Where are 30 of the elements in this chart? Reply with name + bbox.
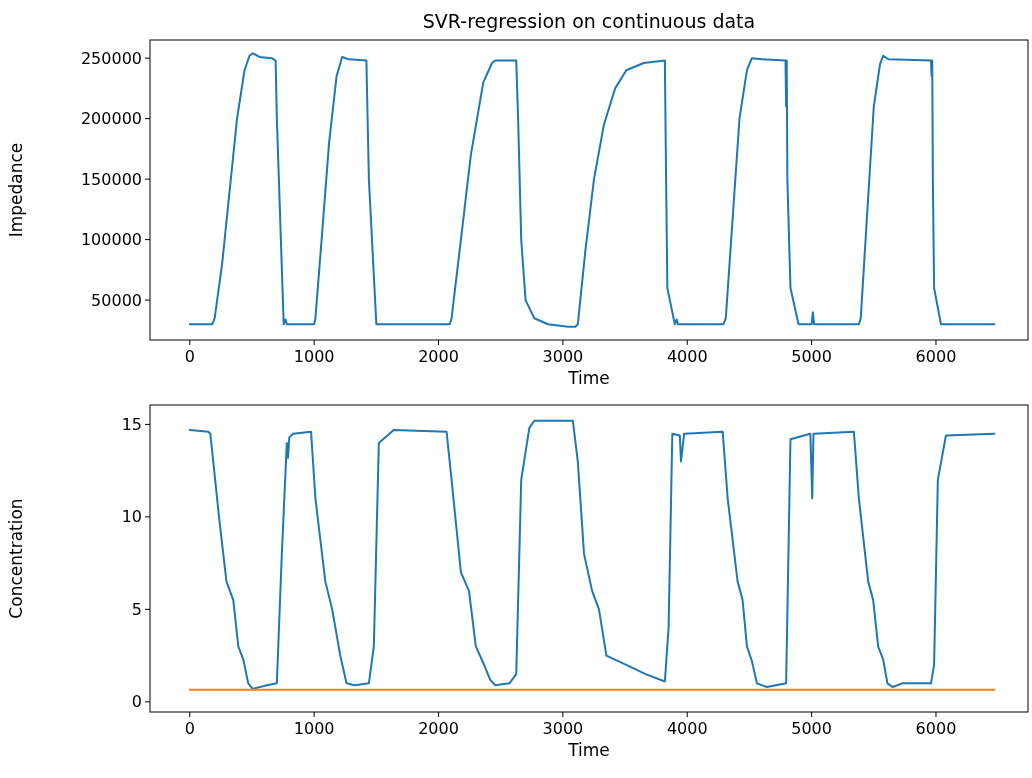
x-tick-label: 0	[184, 347, 195, 366]
y-tick-label: 250000	[80, 48, 142, 68]
x-tick-label: 1000	[293, 719, 335, 738]
x-axis-title: Time	[567, 740, 610, 760]
y-tick-label: 15	[121, 415, 142, 435]
x-axis-title: Time	[567, 368, 610, 388]
y-tick-label: 200000	[80, 109, 142, 129]
y-tick-label: 150000	[80, 169, 142, 189]
line-series	[188, 52, 996, 328]
y-tick-label: 10	[121, 507, 142, 527]
x-tick-label: 2000	[418, 719, 459, 738]
x-tick-label: 2000	[418, 347, 459, 366]
y-tick-label: 50000	[91, 290, 142, 310]
line-series	[188, 419, 996, 690]
y-axis-title: Concentration	[6, 498, 26, 619]
x-tick-label: 4000	[666, 347, 708, 366]
x-tick-label: 0	[184, 719, 195, 738]
y-tick-label: 100000	[80, 230, 142, 250]
x-tick-label: 1000	[293, 347, 335, 366]
x-tick-label: 4000	[666, 719, 708, 738]
x-tick-label: 6000	[915, 719, 957, 738]
x-tick-label: 5000	[791, 719, 832, 738]
y-tick-label: 5	[131, 599, 142, 619]
x-tick-label: 6000	[915, 347, 957, 366]
chart-title: SVR-regression on continuous data	[422, 10, 756, 32]
x-tick-label: 3000	[542, 719, 584, 738]
x-tick-label: 3000	[542, 347, 584, 366]
y-tick-label: 0	[131, 692, 142, 712]
x-tick-label: 5000	[791, 347, 832, 366]
y-axis-title: Impedance	[6, 142, 26, 238]
